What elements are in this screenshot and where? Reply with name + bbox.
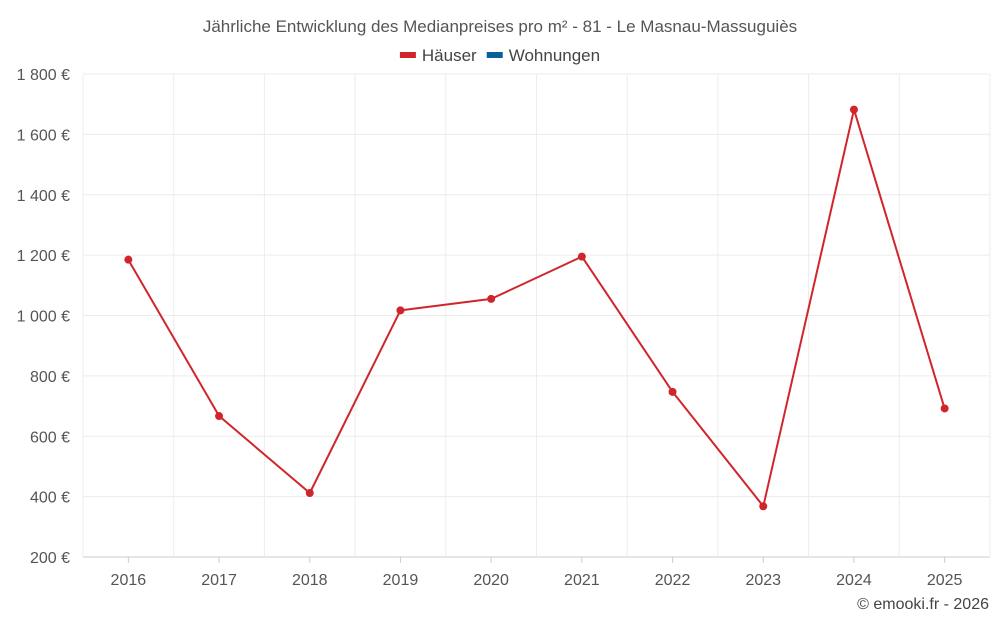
- credit-text: © emooki.fr - 2026: [857, 596, 989, 613]
- y-tick-label: 1 600 €: [17, 127, 70, 144]
- data-point[interactable]: [215, 412, 224, 421]
- x-tick-label: 2020: [473, 572, 509, 589]
- data-point[interactable]: [940, 404, 949, 413]
- data-point[interactable]: [849, 105, 858, 114]
- y-tick-label: 1 000 €: [17, 309, 70, 326]
- y-tick-label: 1 400 €: [17, 188, 70, 205]
- y-tick-label: 200 €: [30, 550, 70, 567]
- x-tick-label: 2019: [383, 572, 419, 589]
- y-tick-label: 1 200 €: [17, 248, 70, 265]
- data-point[interactable]: [487, 294, 496, 303]
- data-point[interactable]: [396, 306, 405, 315]
- x-tick-label: 2018: [292, 572, 328, 589]
- legend-label: Häuser: [422, 46, 477, 65]
- series-layer: [124, 105, 949, 511]
- y-tick-label: 600 €: [30, 429, 70, 446]
- legend-swatch-0: [399, 52, 416, 58]
- x-tick-label: 2023: [745, 572, 781, 589]
- legend-swatch-1: [486, 52, 503, 58]
- x-tick-label: 2022: [655, 572, 691, 589]
- legend: Häuser Wohnungen: [399, 46, 600, 65]
- data-point[interactable]: [759, 502, 768, 511]
- data-point[interactable]: [305, 489, 314, 498]
- y-tick-label: 800 €: [30, 369, 70, 386]
- x-tick-label: 2017: [201, 572, 237, 589]
- data-point[interactable]: [577, 252, 586, 261]
- data-point[interactable]: [668, 387, 677, 396]
- x-tick-label: 2021: [564, 572, 600, 589]
- y-tick-label: 1 800 €: [17, 67, 70, 84]
- chart-title: Jährliche Entwicklung des Medianpreises …: [203, 17, 797, 36]
- legend-label: Wohnungen: [509, 46, 600, 65]
- grid: [82, 73, 991, 558]
- x-tick-label: 2016: [111, 572, 147, 589]
- x-tick-label: 2025: [927, 572, 963, 589]
- x-axis: 2016 2017 2018 2019 2020 2021 2022 2023 2024 2025: [111, 557, 963, 589]
- data-point[interactable]: [124, 255, 133, 264]
- y-tick-label: 400 €: [30, 490, 70, 507]
- x-tick-label: 2024: [836, 572, 872, 589]
- y-axis: 200 € 400 € 600 € 800 € 1 000 € 1 200 € 1 400 …: [17, 67, 70, 567]
- series-line-0: [127, 108, 946, 508]
